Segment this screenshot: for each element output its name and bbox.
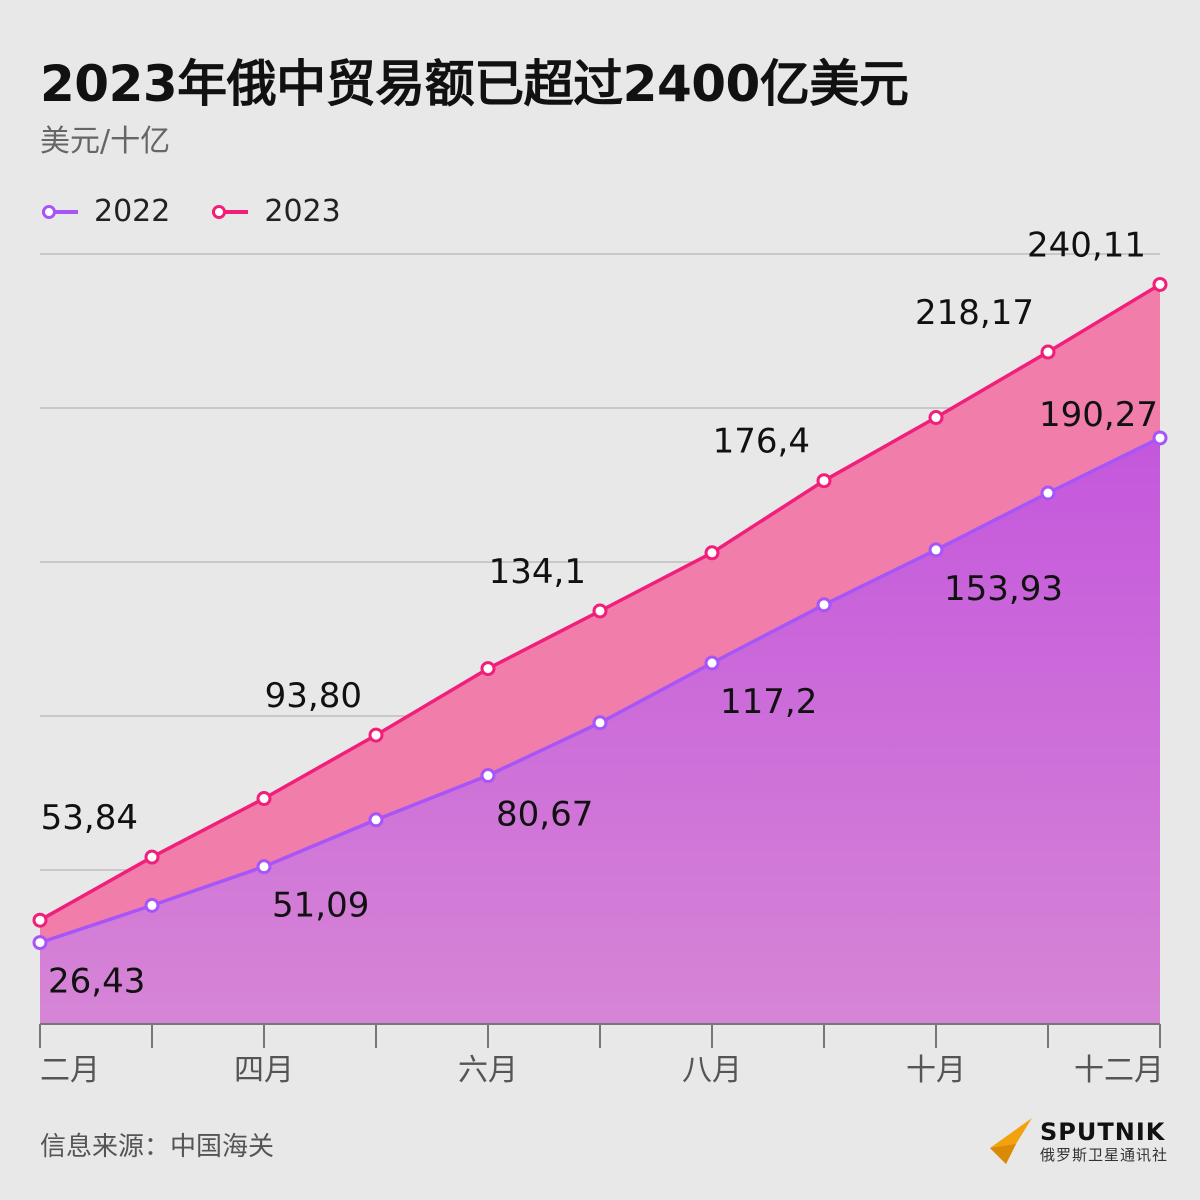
data-point-2022: [32, 935, 48, 951]
x-tick-label: 二月: [40, 1053, 100, 1088]
data-point-2022: [704, 655, 720, 671]
legend: 2022 2023: [40, 194, 341, 229]
data-label-2023: 53,84: [41, 798, 138, 838]
data-point-2023: [256, 791, 272, 807]
data-label-2022: 26,43: [48, 962, 145, 1002]
x-tick-label: 八月: [682, 1053, 742, 1088]
trade-area-chart: 二月 四月 六月 八月 十月 十二月 53,84 93,80 134,1 176,4 218,17…: [32, 225, 1168, 1088]
legend-swatch-2023-icon: [212, 204, 249, 219]
data-label-2022: 153,93: [944, 569, 1063, 609]
legend-swatch-2022-icon: [42, 204, 78, 219]
x-tick-label: 十月: [906, 1053, 966, 1088]
data-point-2023: [928, 410, 944, 426]
data-label-2023: 218,17: [915, 293, 1034, 333]
logo-name: SPUTNIK: [1040, 1118, 1166, 1146]
sputnik-logo: SPUTNIK 俄罗斯卫星通讯社: [988, 1116, 1168, 1166]
data-point-2022: [368, 812, 384, 828]
data-point-2023: [480, 661, 496, 677]
data-point-2023: [704, 545, 720, 561]
sputnik-logo-icon: [990, 1118, 1032, 1164]
data-point-2023: [1152, 276, 1168, 292]
data-point-2022: [1040, 485, 1056, 501]
data-point-2022: [1152, 430, 1168, 446]
legend-item-2022: 2022: [40, 194, 170, 229]
x-tick-label: 四月: [234, 1053, 294, 1088]
data-point-2023: [592, 603, 608, 619]
x-tick-label: 十二月: [1074, 1053, 1164, 1088]
data-point-2022: [480, 768, 496, 784]
data-point-2023: [368, 727, 384, 743]
unit-label: 美元/十亿: [40, 124, 171, 159]
data-point-2023: [1040, 344, 1056, 360]
data-label-2023: 93,80: [265, 676, 362, 716]
data-label-2022: 80,67: [496, 795, 593, 835]
data-point-2023: [144, 849, 160, 865]
area-2022: [40, 438, 1160, 1024]
data-point-2022: [256, 859, 272, 875]
data-point-2023: [32, 912, 48, 928]
source-note: 信息来源：中国海关: [40, 1132, 275, 1162]
x-tick-label: 六月: [458, 1053, 518, 1088]
legend-label-2022: 2022: [94, 194, 171, 229]
legend-item-2023: 2023: [210, 194, 341, 229]
data-label-2023: 176,4: [713, 422, 810, 462]
data-label-2022: 51,09: [272, 886, 369, 926]
data-point-2022: [816, 597, 832, 613]
data-label-2023: 134,1: [489, 552, 586, 592]
logo-subtitle: 俄罗斯卫星通讯社: [1040, 1146, 1169, 1164]
data-label-2023: 240,11: [1027, 225, 1146, 265]
data-point-2022: [928, 542, 944, 558]
page-title: 2023年俄中贸易额已超过2400亿美元: [40, 55, 909, 113]
data-label-2022: 190,27: [1039, 395, 1158, 435]
data-point-2022: [144, 897, 160, 913]
data-point-2023: [816, 473, 832, 489]
data-label-2022: 117,2: [720, 682, 817, 722]
legend-label-2023: 2023: [264, 194, 341, 229]
data-point-2022: [592, 715, 608, 731]
